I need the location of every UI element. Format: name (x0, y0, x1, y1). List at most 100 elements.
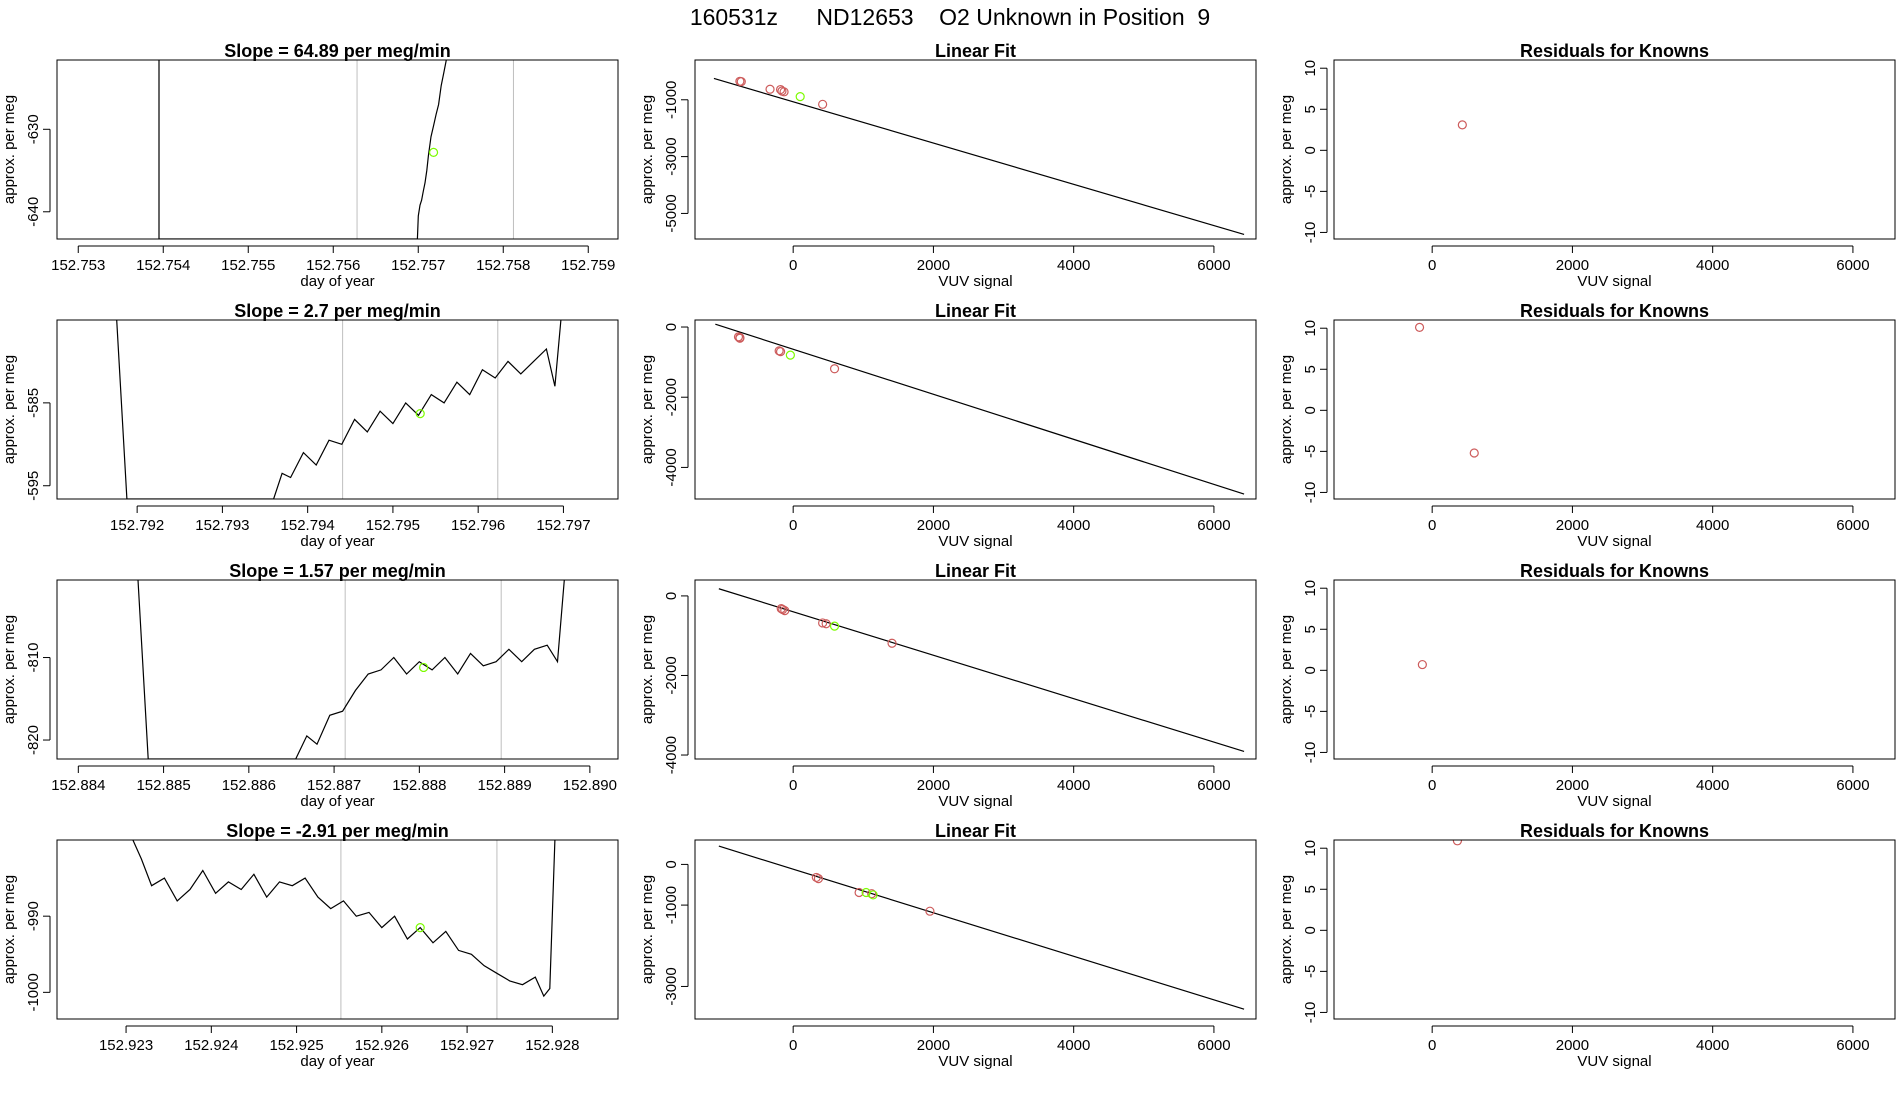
x-tick-label: 152.792 (110, 517, 164, 534)
y-tick-label: -5 (1302, 185, 1319, 198)
x-axis-label: day of year (300, 533, 374, 550)
known-point (867, 889, 877, 899)
y-axis-label: approx. per meg (1, 875, 18, 984)
x-tick-label: 152.796 (451, 517, 505, 534)
y-axis-label: approx. per meg (1, 615, 18, 724)
panel-title: Slope = -2.91 per meg/min (226, 821, 449, 841)
y-axis-label: approx. per meg (1278, 875, 1295, 984)
y-tick-label: 10 (1302, 60, 1319, 77)
y-tick-label: -810 (25, 643, 42, 673)
y-tick-label: -820 (25, 725, 42, 755)
y-tick-label: -10 (1302, 742, 1319, 764)
x-tick-label: 6000 (1836, 517, 1869, 534)
x-tick-label: 4000 (1696, 1037, 1729, 1054)
x-axis-label: VUV signal (1577, 273, 1651, 290)
x-tick-label: 0 (1428, 517, 1436, 534)
panel-title: Linear Fit (935, 41, 1016, 61)
y-tick-label: -3000 (663, 967, 680, 1005)
x-tick-label: 0 (789, 517, 797, 534)
unknown-point (785, 350, 795, 360)
known-point (779, 87, 789, 97)
residuals-panel-3: Residuals for Knowns 0 2000 4000 6000 VUV sig… (1278, 561, 1896, 810)
x-tick-label: 0 (789, 1037, 797, 1054)
plot-frame (56, 59, 619, 240)
y-tick-label: 0 (1302, 926, 1319, 934)
panel-title: Slope = 2.7 per meg/min (234, 301, 441, 321)
panel-title: Linear Fit (935, 821, 1016, 841)
plot-area (1414, 322, 1479, 458)
x-tick-label: 2000 (1556, 517, 1589, 534)
y-tick-label: -1000 (663, 886, 680, 924)
y-tick-label: 10 (1302, 840, 1319, 857)
y-axis-label: approx. per meg (639, 95, 656, 204)
panel-title: Slope = 64.89 per meg/min (224, 41, 451, 61)
known-point (854, 887, 864, 898)
x-axis-label: VUV signal (938, 793, 1012, 810)
x-tick-label: 152.794 (281, 517, 335, 534)
y-axis-label: approx. per meg (1278, 95, 1295, 204)
y-tick-label: -1000 (25, 973, 42, 1011)
x-tick-label: 6000 (1836, 257, 1869, 274)
x-tick-label: 152.756 (306, 257, 360, 274)
x-axis-label: day of year (300, 793, 374, 810)
plot-frame (56, 579, 619, 760)
y-tick-label: -2000 (663, 378, 680, 416)
y-tick-label: -10 (1302, 1002, 1319, 1024)
known-point (780, 606, 790, 616)
residual-point (1457, 120, 1467, 130)
plot-area (713, 76, 1245, 236)
x-tick-label: 152.887 (307, 777, 361, 794)
linear-fit-panel-4: Linear Fit 0 2000 4000 6000 VUV signal 0 -1000 -… (639, 821, 1257, 1070)
signal-line (132, 840, 556, 998)
y-tick-label: -5 (1302, 445, 1319, 458)
unknown-point (419, 662, 429, 673)
plot-frame (694, 839, 1257, 1020)
y-tick-label: -5 (1302, 705, 1319, 718)
x-tick-label: 2000 (917, 517, 950, 534)
known-point (829, 364, 840, 374)
residuals-panel-1: Residuals for Knowns 0 2000 4000 6000 VUV sig… (1278, 41, 1896, 290)
x-tick-label: 4000 (1696, 257, 1729, 274)
x-axis-label: VUV signal (1577, 793, 1651, 810)
x-tick-label: 2000 (1556, 1037, 1589, 1054)
y-tick-label: -595 (25, 471, 42, 501)
known-point (775, 346, 786, 357)
x-tick-label: 152.926 (355, 1037, 409, 1054)
x-tick-label: 6000 (1197, 777, 1230, 794)
plot-frame (56, 319, 619, 500)
known-point (811, 872, 821, 883)
x-axis-label: VUV signal (938, 273, 1012, 290)
panel-title: Residuals for Knowns (1520, 301, 1709, 321)
x-tick-label: 0 (789, 777, 797, 794)
x-tick-label: 6000 (1836, 1037, 1869, 1054)
plot-frame (56, 839, 619, 1020)
plot-frame (694, 319, 1257, 500)
x-tick-label: 152.753 (51, 257, 105, 274)
x-tick-label: 152.797 (536, 517, 590, 534)
known-point (818, 618, 828, 628)
y-tick-label: -5 (1302, 965, 1319, 978)
residual-point (1417, 659, 1427, 670)
y-tick-label: 5 (1302, 625, 1319, 633)
x-tick-label: 152.924 (184, 1037, 238, 1054)
panel-title: Linear Fit (935, 301, 1016, 321)
y-tick-label: 10 (1302, 580, 1319, 597)
plot-area (715, 323, 1245, 495)
known-point (925, 906, 935, 916)
x-tick-label: 2000 (1556, 257, 1589, 274)
x-tick-label: 2000 (1556, 777, 1589, 794)
y-tick-label: 5 (1302, 105, 1319, 113)
time-series-panel-2: Slope = 2.7 per meg/min 152.792 152.793 152… (1, 301, 619, 550)
y-tick-label: -5000 (663, 194, 680, 232)
plot-frame (1333, 59, 1896, 240)
fit-line (718, 588, 1245, 753)
x-tick-label: 2000 (917, 777, 950, 794)
y-tick-label: 0 (663, 592, 680, 600)
panel-title: Residuals for Knowns (1520, 41, 1709, 61)
y-tick-label: 0 (1302, 146, 1319, 154)
x-tick-label: 4000 (1696, 517, 1729, 534)
x-tick-label: 152.757 (391, 257, 445, 274)
y-axis-label: approx. per meg (639, 615, 656, 724)
y-tick-label: 0 (1302, 406, 1319, 414)
known-point (736, 76, 746, 87)
